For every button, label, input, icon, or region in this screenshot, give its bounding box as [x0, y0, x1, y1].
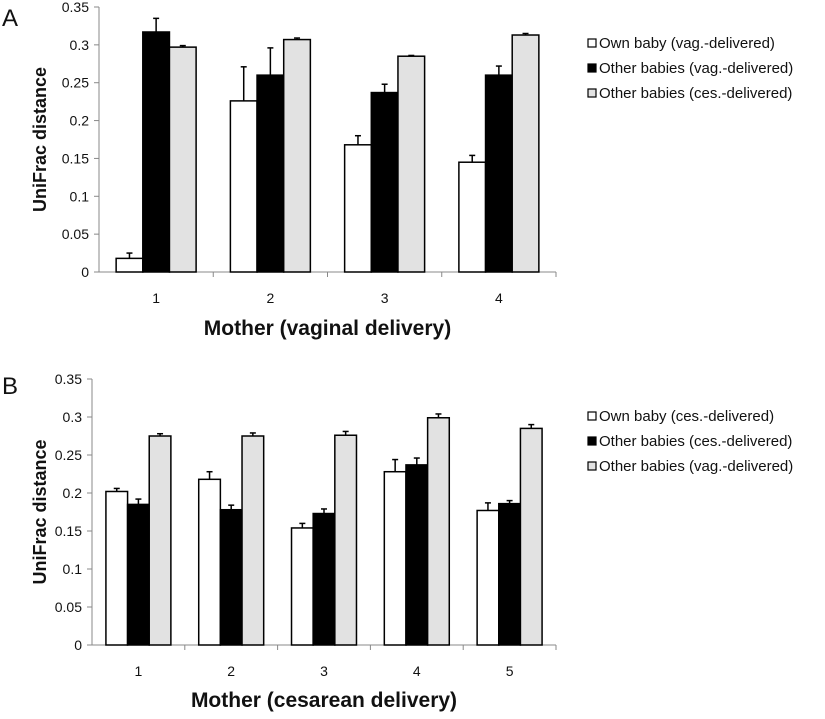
- legend-label: Own baby (ces.-delivered): [599, 408, 774, 425]
- bar-3-3: [334, 434, 358, 646]
- bar-3-2: [282, 38, 312, 273]
- bar-3-1: [148, 435, 172, 646]
- bar-1-3: [343, 144, 373, 273]
- x-tick-label: 2: [227, 663, 235, 679]
- y-tick-label: 0.05: [62, 226, 89, 242]
- x-tick-label: 2: [266, 290, 274, 306]
- bar-2-1: [142, 31, 171, 273]
- y-tick-label: 0: [81, 264, 89, 280]
- x-tick-label: 1: [135, 663, 143, 679]
- bar-2-5: [498, 502, 522, 646]
- legend-swatch: [587, 461, 597, 471]
- bar-1-3: [290, 527, 314, 646]
- y-axis-label: UniFrac distance: [30, 67, 50, 212]
- y-tick-label: 0.25: [55, 447, 82, 463]
- y-tick-label: 0.35: [62, 0, 89, 15]
- legend-swatch: [587, 63, 597, 73]
- bar-3-1: [168, 46, 197, 273]
- y-tick-label: 0.15: [62, 150, 89, 166]
- y-tick-label: 0: [74, 637, 82, 653]
- y-tick-label: 0.25: [62, 75, 89, 91]
- x-tick-label: 5: [506, 663, 514, 679]
- x-axis-label: Mother (vaginal delivery): [204, 317, 451, 340]
- bar-2-1: [126, 503, 150, 646]
- legend-label: Other babies (ces.-delivered): [599, 433, 792, 450]
- legend-swatch: [587, 411, 597, 421]
- bar-1-1: [105, 490, 129, 646]
- x-tick-label: 1: [152, 290, 160, 306]
- bar-2-2: [256, 74, 285, 273]
- bar-1-4: [383, 470, 407, 646]
- bar-1-4: [458, 161, 487, 273]
- panel-A: A 0 0.05 0.1 0.15 0.2 0.25 0.3 0.35 1 2 3 4 Mother (v…: [2, 0, 793, 340]
- bar-3-4: [426, 417, 451, 646]
- legend: Own baby (ces.-delivered) Other babies (c…: [587, 408, 793, 475]
- legend-swatch: [587, 38, 597, 48]
- bar-1-2: [229, 100, 258, 273]
- legend-label: Other babies (ces.-delivered): [599, 85, 792, 102]
- x-tick-label: 4: [413, 663, 421, 679]
- bar-2-3: [370, 91, 399, 273]
- legend: Own baby (vag.-delivered) Other babies (v…: [587, 35, 793, 102]
- bar-2-4: [484, 74, 513, 273]
- y-axis-label: UniFrac distance: [30, 439, 50, 584]
- legend-swatch: [587, 88, 597, 98]
- bar-1-5: [476, 509, 500, 646]
- y-tick-label: 0.05: [55, 599, 82, 615]
- bar-1-2: [197, 478, 222, 646]
- bar-2-2: [219, 508, 243, 646]
- bar-3-5: [519, 427, 543, 646]
- panel-label: B: [2, 373, 18, 400]
- y-tick-label: 0.1: [70, 188, 90, 204]
- y-tick-label: 0.1: [63, 561, 83, 577]
- x-tick-label: 3: [381, 290, 389, 306]
- x-tick-label: 3: [320, 663, 328, 679]
- legend-swatch: [587, 436, 597, 446]
- bar-3-2: [241, 435, 265, 646]
- y-tick-label: 0.3: [70, 37, 90, 53]
- panel-label: A: [2, 5, 18, 32]
- legend-label: Other babies (vag.-delivered): [599, 60, 793, 77]
- y-tick-label: 0.35: [55, 371, 82, 387]
- bar-2-3: [312, 512, 336, 646]
- y-tick-label: 0.2: [70, 113, 90, 129]
- x-axis-label: Mother (cesarean delivery): [191, 689, 457, 712]
- bar-3-3: [397, 55, 426, 273]
- bar-2-4: [405, 464, 429, 646]
- legend-label: Own baby (vag.-delivered): [599, 35, 775, 52]
- legend-label: Other babies (vag.-delivered): [599, 458, 793, 475]
- x-tick-label: 4: [495, 290, 503, 306]
- y-tick-label: 0.2: [63, 485, 83, 501]
- y-tick-label: 0.15: [55, 523, 82, 539]
- y-tick-label: 0.3: [63, 409, 83, 425]
- bar-3-4: [511, 34, 540, 273]
- bar-1-1: [115, 257, 144, 273]
- panel-B: B 0 0.05 0.1 0.15 0.2 0.25 0.3 0.35 1 2 3 4 5 Mother (…: [2, 371, 793, 712]
